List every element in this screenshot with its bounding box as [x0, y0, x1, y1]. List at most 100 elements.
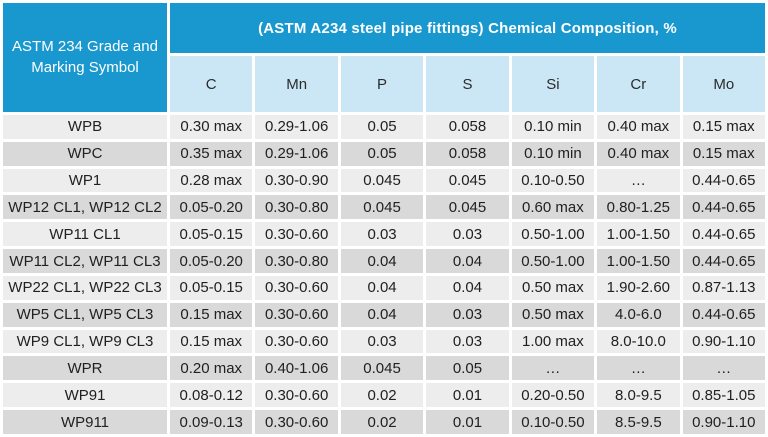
value-cell: 8.0-9.5 [597, 383, 680, 408]
table-row: WP11 CL2, WP11 CL3 0.05-0.20 0.30-0.80 0.04… [3, 249, 765, 273]
value-cell: 0.08-0.12 [170, 383, 253, 408]
table-row: WP12 CL1, WP12 CL2 0.05-0.20 0.30-0.80 0.04… [3, 195, 765, 220]
table-title: (ASTM A234 steel pipe fittings) Chemical… [170, 3, 765, 53]
value-cell: 0.10-0.50 [511, 410, 595, 434]
value-cell: 0.50-1.00 [511, 249, 595, 273]
value-cell: 0.10 min [511, 115, 595, 139]
value-cell: 0.01 [426, 383, 509, 408]
value-cell: 0.05 [340, 115, 424, 139]
value-cell: 0.87-1.13 [682, 275, 765, 300]
value-cell: 0.35 max [170, 141, 253, 166]
value-cell: 0.02 [340, 410, 424, 434]
grade-cell: WPC [3, 141, 167, 166]
column-header-p: P [340, 56, 424, 112]
value-cell: 0.15 max [682, 141, 765, 166]
value-cell: 0.30-0.60 [255, 275, 338, 300]
column-header-mn: Mn [255, 56, 338, 112]
value-cell: 0.03 [426, 329, 509, 354]
grade-header-line2: Marking Symbol [31, 58, 139, 76]
value-cell: 0.30 max [170, 115, 253, 139]
value-cell: 0.15 max [682, 115, 765, 139]
value-cell: 4.0-6.0 [597, 302, 680, 327]
value-cell: 0.05-0.15 [170, 222, 253, 247]
column-header-cr: Cr [597, 56, 680, 112]
grade-cell: WPR [3, 356, 167, 381]
value-cell: 0.01 [426, 410, 509, 434]
value-cell: 0.44-0.65 [682, 168, 765, 193]
value-cell: 0.30-0.60 [255, 302, 338, 327]
value-cell: 0.15 max [170, 302, 253, 327]
table-row: WP91 0.08-0.12 0.30-0.60 0.02 0.01 0.20-0.50 8… [3, 383, 765, 408]
value-cell: 0.05-0.15 [170, 275, 253, 300]
value-cell: 0.30-0.60 [255, 329, 338, 354]
table-row: WP11 CL1 0.05-0.15 0.30-0.60 0.03 0.03 0.50-1… [3, 222, 765, 247]
value-cell: 0.03 [340, 329, 424, 354]
value-cell: 0.20-0.50 [511, 383, 595, 408]
value-cell: 1.00-1.50 [597, 249, 680, 273]
value-cell: 0.05 [426, 356, 509, 381]
value-cell: 0.30-0.90 [255, 168, 338, 193]
value-cell: 0.90-1.10 [682, 329, 765, 354]
table-row: WP5 CL1, WP5 CL3 0.15 max 0.30-0.60 0.04 0.0… [3, 302, 765, 327]
value-cell: 0.045 [340, 195, 424, 220]
value-cell: 0.30-0.60 [255, 222, 338, 247]
value-cell: 0.03 [340, 222, 424, 247]
grade-cell: WP1 [3, 168, 167, 193]
grade-cell: WP9 CL1, WP9 CL3 [3, 329, 167, 354]
table-row: WPR 0.20 max 0.40-1.06 0.045 0.05……… [3, 356, 765, 381]
value-cell: 0.28 max [170, 168, 253, 193]
value-cell: 0.40 max [597, 115, 680, 139]
table-row: WPB 0.30 max 0.29-1.06 0.05 0.058 0.10 min 0.4… [3, 115, 765, 139]
value-cell: 0.05-0.20 [170, 249, 253, 273]
value-cell: 1.90-2.60 [597, 275, 680, 300]
value-cell: 0.05 [340, 141, 424, 166]
grade-cell: WP11 CL1 [3, 222, 167, 247]
table-row: WP911 0.09-0.13 0.30-0.60 0.02 0.01 0.10-0.50… [3, 410, 765, 434]
table-body: WPB 0.30 max 0.29-1.06 0.05 0.058 0.10 min 0.4… [3, 115, 765, 434]
value-cell: 0.05-0.20 [170, 195, 253, 220]
value-cell: 0.04 [426, 249, 509, 273]
table-header: ASTM 234 Grade and Marking Symbol (ASTM … [3, 3, 765, 112]
value-cell: 0.50 max [511, 302, 595, 327]
value-cell: 0.20 max [170, 356, 253, 381]
grade-cell: WP5 CL1, WP5 CL3 [3, 302, 167, 327]
value-cell: 0.045 [426, 195, 509, 220]
value-cell: 0.04 [340, 249, 424, 273]
value-cell: 0.50-1.00 [511, 222, 595, 247]
table-row: WP22 CL1, WP22 CL3 0.05-0.15 0.30-0.60 0.04… [3, 275, 765, 300]
value-cell: … [597, 168, 680, 193]
table-row: WP9 CL1, WP9 CL3 0.15 max 0.30-0.60 0.03 0.0… [3, 329, 765, 354]
value-cell: 0.04 [426, 275, 509, 300]
value-cell: 0.03 [426, 222, 509, 247]
value-cell: 0.40 max [597, 141, 680, 166]
value-cell: 0.045 [426, 168, 509, 193]
value-cell: … [682, 356, 765, 381]
value-cell: 0.30-0.60 [255, 410, 338, 434]
value-cell: 0.90-1.10 [682, 410, 765, 434]
value-cell: … [597, 356, 680, 381]
value-cell: 0.85-1.05 [682, 383, 765, 408]
table-row: WP1 0.28 max 0.30-0.90 0.045 0.045 0.10-0.50…… [3, 168, 765, 193]
value-cell: 0.44-0.65 [682, 195, 765, 220]
value-cell: 0.04 [340, 302, 424, 327]
value-cell: 0.30-0.60 [255, 383, 338, 408]
value-cell: 0.045 [340, 168, 424, 193]
value-cell: 0.10-0.50 [511, 168, 595, 193]
value-cell: 1.00-1.50 [597, 222, 680, 247]
value-cell: 0.04 [340, 275, 424, 300]
grade-cell: WP22 CL1, WP22 CL3 [3, 275, 167, 300]
grade-cell: WPB [3, 115, 167, 139]
value-cell: 0.30-0.80 [255, 249, 338, 273]
value-cell: 0.29-1.06 [255, 115, 338, 139]
grade-cell: WP911 [3, 410, 167, 434]
column-header-c: C [170, 56, 253, 112]
value-cell: 0.29-1.06 [255, 141, 338, 166]
value-cell: 8.0-10.0 [597, 329, 680, 354]
value-cell: 0.50 max [511, 275, 595, 300]
value-cell: 0.10 min [511, 141, 595, 166]
value-cell: 0.045 [340, 356, 424, 381]
value-cell: 0.058 [426, 141, 509, 166]
value-cell: 0.80-1.25 [597, 195, 680, 220]
column-header-row: C Mn P S Si Cr Mo [3, 56, 765, 112]
